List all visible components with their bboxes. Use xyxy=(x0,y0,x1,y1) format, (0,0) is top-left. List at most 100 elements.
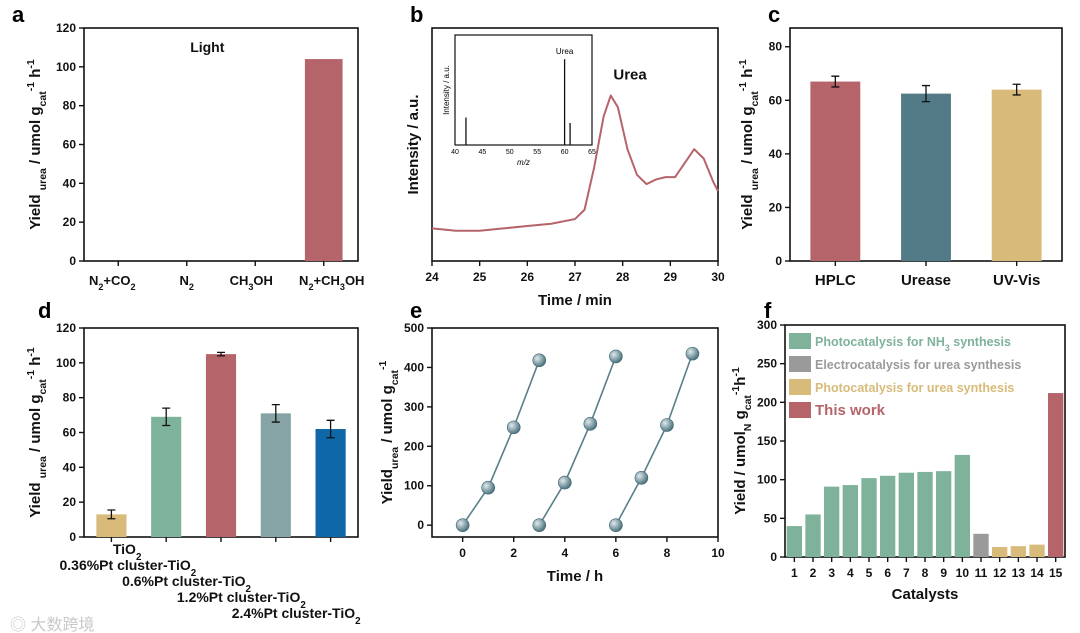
text-segment: 2.4%Pt cluster-TiO xyxy=(232,605,356,621)
text-segment: urea xyxy=(389,447,401,469)
x-tick-label: 2 xyxy=(810,566,817,580)
text-segment: TiO xyxy=(113,541,136,557)
error-bar xyxy=(326,419,335,439)
text-segment: synthesis xyxy=(950,335,1011,349)
chart-title: Light xyxy=(190,39,225,55)
data-point xyxy=(685,346,700,361)
text-segment: 2 xyxy=(191,568,197,579)
text-segment: This work xyxy=(815,402,886,419)
error-bar xyxy=(162,407,171,427)
error-bar xyxy=(922,84,930,103)
bar xyxy=(992,546,1008,557)
bar xyxy=(304,59,343,261)
text-segment: 2 xyxy=(810,566,817,580)
text-segment: -1 xyxy=(737,59,749,68)
legend-swatch xyxy=(789,379,811,395)
x-tick-label: 13 xyxy=(1012,566,1026,580)
x-tick-label: 2 xyxy=(510,546,517,560)
panel-label: f xyxy=(764,298,772,323)
x-tick-label: 29 xyxy=(664,270,678,284)
x-tick-label: 3 xyxy=(828,566,835,580)
text-segment: / umol g xyxy=(739,106,756,168)
y-tick-label: 50 xyxy=(764,511,778,525)
y-tick-label: 100 xyxy=(56,356,76,370)
y-tick-label: 80 xyxy=(769,40,783,54)
bar xyxy=(880,475,896,557)
y-tick-label: 100 xyxy=(404,479,424,493)
data-point xyxy=(583,417,598,431)
inset-x-tick-label: 40 xyxy=(451,149,459,156)
text-segment: Yield xyxy=(27,190,44,229)
data-point xyxy=(532,518,547,532)
x-tick-label: 15 xyxy=(1049,566,1063,580)
text-segment: Yield xyxy=(379,469,396,504)
text-segment: 9 xyxy=(940,566,947,580)
bar xyxy=(1010,546,1026,557)
text-segment: 2 xyxy=(130,282,135,292)
bar xyxy=(842,485,858,557)
y-tick-label: 400 xyxy=(404,360,424,374)
y-tick-label: 0 xyxy=(775,254,782,268)
x-tick-label: CH3OH xyxy=(230,273,273,292)
text-segment: 0.36%Pt cluster-TiO xyxy=(59,557,190,573)
legend-label: Electrocatalysis for urea synthesis xyxy=(815,358,1021,372)
text-segment: Yield xyxy=(739,190,756,229)
y-tick-label: 60 xyxy=(63,138,77,152)
panel-label: c xyxy=(768,2,780,27)
data-point xyxy=(660,418,674,432)
bar xyxy=(861,478,877,557)
bar xyxy=(786,526,802,557)
x-axis-label: Catalysts xyxy=(892,586,959,603)
text-segment: 0.6%Pt cluster-TiO xyxy=(122,573,246,589)
x-tick-label: 10 xyxy=(956,566,970,580)
bar xyxy=(205,354,237,537)
text-segment: 3 xyxy=(828,566,835,580)
x-tick-label: 0.6%Pt cluster-TiO2 xyxy=(122,573,251,595)
x-tick-label: 10 xyxy=(711,546,725,560)
x-tick-label: 25 xyxy=(473,270,487,284)
text-segment: cat xyxy=(742,395,754,411)
x-tick-label: 30 xyxy=(711,270,725,284)
y-tick-label: 0 xyxy=(417,518,424,532)
y-tick-label: 300 xyxy=(404,400,424,414)
text-segment: cat xyxy=(389,370,401,386)
x-tick-label: 4 xyxy=(847,566,854,580)
x-tick-label: 0.36%Pt cluster-TiO2 xyxy=(59,557,196,579)
data-point xyxy=(609,349,623,364)
series-line xyxy=(461,360,540,526)
text-segment: -1 xyxy=(730,386,742,395)
panel-label: d xyxy=(38,298,51,323)
bar xyxy=(936,471,952,557)
x-tick-label: N2+CH3OH xyxy=(299,273,364,292)
y-tick-label: 0 xyxy=(69,254,76,268)
inset-annotation: Urea xyxy=(556,47,574,56)
bar xyxy=(151,416,182,537)
text-segment: 2 xyxy=(308,282,313,292)
inset-x-tick-label: 65 xyxy=(588,149,596,156)
text-segment: g xyxy=(732,410,749,423)
text-segment: UV-Vis xyxy=(993,272,1040,289)
x-tick-label: 28 xyxy=(616,270,630,284)
text-segment: 10 xyxy=(956,566,970,580)
text-segment: CH xyxy=(230,273,249,288)
data-point xyxy=(634,471,649,485)
text-segment: 2 xyxy=(189,282,194,292)
bar xyxy=(805,514,821,557)
text-segment: 6 xyxy=(884,566,891,580)
y-tick-label: 40 xyxy=(63,460,77,474)
text-segment: 13 xyxy=(1012,566,1026,580)
inset-x-label: m/z xyxy=(517,158,530,167)
text-segment: Electrocatalysis for urea synthesis xyxy=(815,358,1021,372)
y-tick-label: 80 xyxy=(63,391,77,405)
text-segment: h xyxy=(739,69,756,82)
inset-frame xyxy=(454,34,593,146)
x-tick-label: 26 xyxy=(521,270,535,284)
y-tick-label: 40 xyxy=(63,176,77,190)
text-segment: Urease xyxy=(901,272,951,289)
y-tick-label: 100 xyxy=(757,473,777,487)
x-tick-label: 7 xyxy=(903,566,910,580)
bar xyxy=(954,454,970,557)
y-tick-label: 150 xyxy=(757,434,777,448)
legend-label: Photocatalysis for urea synthesis xyxy=(815,381,1014,395)
